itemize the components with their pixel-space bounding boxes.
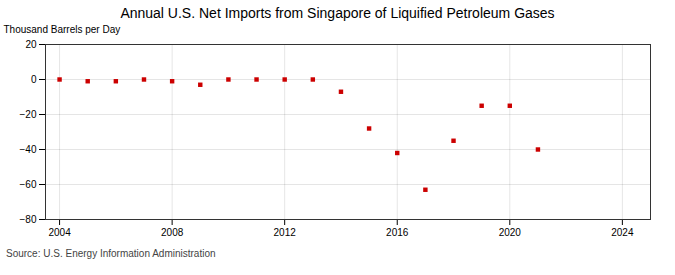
svg-text:2024: 2024 bbox=[611, 227, 634, 238]
svg-text:20: 20 bbox=[25, 39, 37, 50]
svg-text:Thousand Barrels per Day: Thousand Barrels per Day bbox=[4, 24, 121, 35]
svg-text:2020: 2020 bbox=[499, 227, 522, 238]
svg-text:0: 0 bbox=[31, 74, 37, 85]
svg-text:−80: −80 bbox=[20, 214, 37, 225]
svg-text:2008: 2008 bbox=[161, 227, 184, 238]
svg-text:−20: −20 bbox=[20, 109, 37, 120]
html-text:Source: U.S. Energy Informatio: Source: U.S. Energy Information Administ… bbox=[6, 248, 216, 259]
svg-text:2012: 2012 bbox=[274, 227, 297, 238]
svg-text:−40: −40 bbox=[20, 144, 37, 155]
svg-text:2016: 2016 bbox=[386, 227, 409, 238]
svg-text:−60: −60 bbox=[20, 179, 37, 190]
html-text:Annual U.S. Net Imports from S: Annual U.S. Net Imports from Singapore o… bbox=[120, 5, 555, 21]
svg-text:2004: 2004 bbox=[48, 227, 71, 238]
